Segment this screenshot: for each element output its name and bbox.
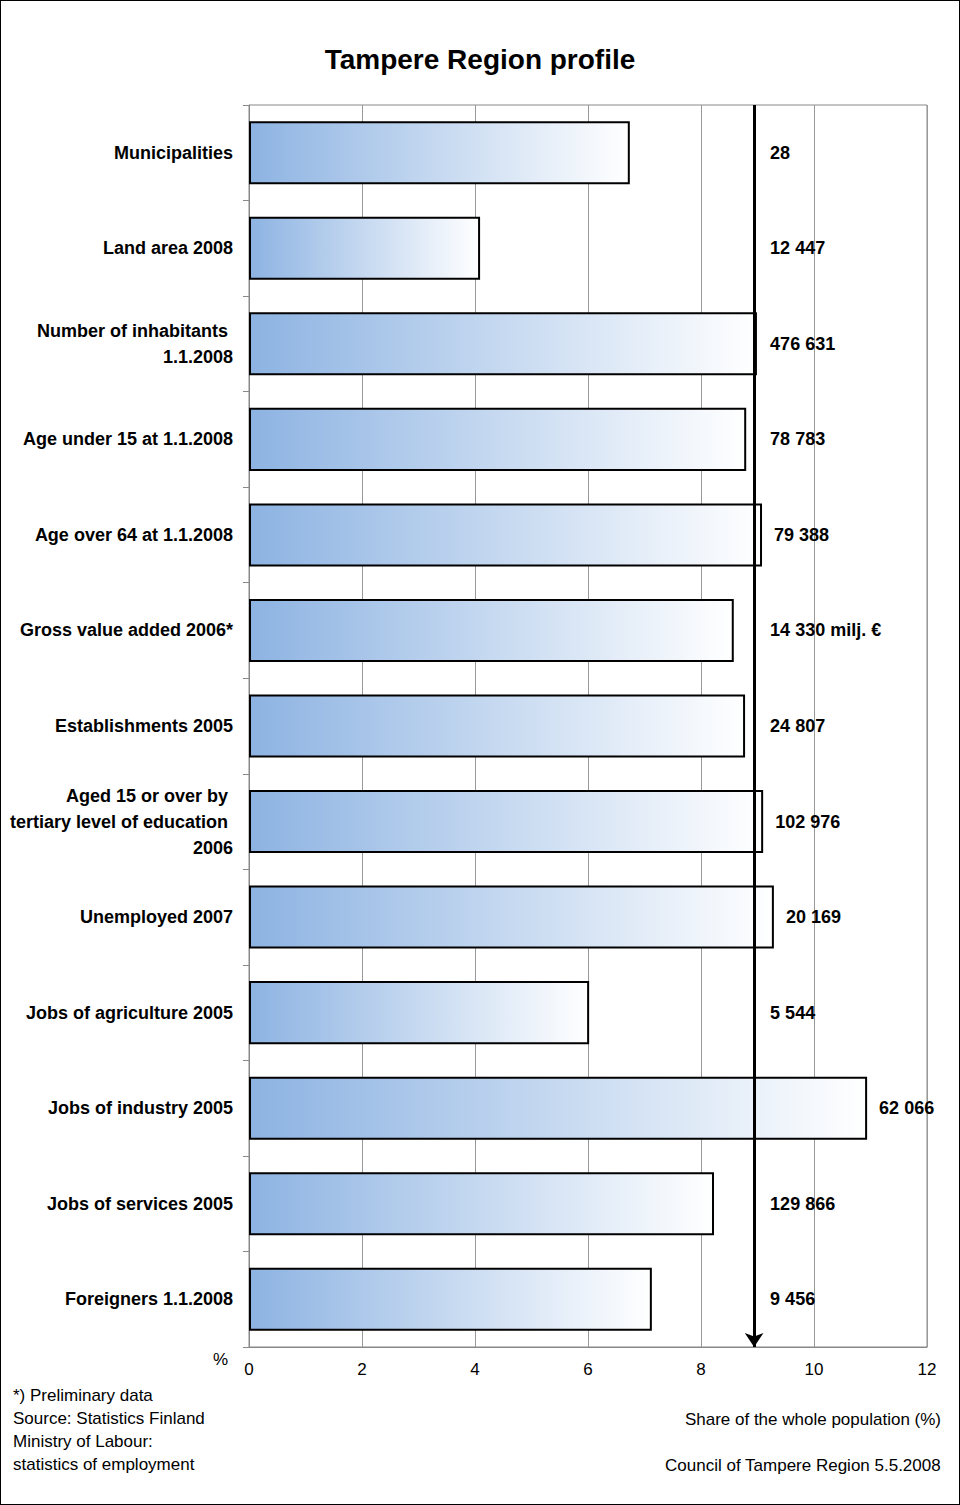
svg-text:476 631: 476 631	[770, 334, 835, 354]
svg-text:78 783: 78 783	[770, 429, 825, 449]
svg-text:Council of Tampere Region 5.5.: Council of Tampere Region 5.5.2008	[665, 1456, 941, 1475]
svg-text:Foreigners 1.1.2008: Foreigners 1.1.2008	[65, 1289, 233, 1309]
svg-text:statistics of employment: statistics of employment	[13, 1455, 195, 1474]
svg-text:62 066: 62 066	[879, 1098, 934, 1118]
svg-text:6: 6	[583, 1360, 592, 1379]
svg-text:%: %	[213, 1350, 228, 1369]
svg-text:Share of the whole population: Share of the whole population (%)	[685, 1410, 941, 1429]
svg-text:*) Preliminary data: *) Preliminary data	[13, 1386, 153, 1405]
svg-text:Ministry of Labour:: Ministry of Labour:	[13, 1432, 153, 1451]
svg-text:Jobs of services 2005: Jobs of services 2005	[47, 1194, 233, 1214]
svg-text:2: 2	[357, 1360, 366, 1379]
svg-text:12 447: 12 447	[770, 238, 825, 258]
svg-text:Establishments 2005: Establishments 2005	[55, 716, 233, 736]
svg-text:5 544: 5 544	[770, 1003, 815, 1023]
svg-text:Aged 15 or over by: Aged 15 or over by	[66, 786, 233, 806]
svg-text:0: 0	[244, 1360, 253, 1379]
svg-text:8: 8	[696, 1360, 705, 1379]
svg-text:Land area 2008: Land area 2008	[103, 238, 233, 258]
svg-text:129 866: 129 866	[770, 1194, 835, 1214]
svg-text:Age over 64 at 1.1.2008: Age over 64 at 1.1.2008	[35, 525, 233, 545]
svg-text:Gross value added 2006*: Gross value added 2006*	[20, 620, 233, 640]
svg-text:Jobs of industry 2005: Jobs of industry 2005	[48, 1098, 233, 1118]
svg-text:79 388: 79 388	[774, 525, 829, 545]
svg-text:12: 12	[918, 1360, 937, 1379]
svg-text:14 330 milj. €: 14 330 milj. €	[770, 620, 881, 640]
svg-text:24 807: 24 807	[770, 716, 825, 736]
svg-text:Jobs of agriculture 2005: Jobs of agriculture 2005	[26, 1003, 233, 1023]
svg-text:4: 4	[470, 1360, 479, 1379]
svg-text:2006: 2006	[193, 838, 233, 858]
svg-text:102 976: 102 976	[775, 812, 840, 832]
svg-text:Source: Statistics Finland: Source: Statistics Finland	[13, 1409, 205, 1428]
svg-text:28: 28	[770, 143, 790, 163]
svg-text:10: 10	[805, 1360, 824, 1379]
svg-text:Age under 15 at 1.1.2008: Age under 15 at 1.1.2008	[23, 429, 233, 449]
svg-text:20 169: 20 169	[786, 907, 841, 927]
svg-text:9 456: 9 456	[770, 1289, 815, 1309]
svg-text:Number of inhabitants: Number of inhabitants	[37, 321, 233, 341]
svg-text:Municipalities: Municipalities	[114, 143, 233, 163]
svg-text:Unemployed 2007: Unemployed 2007	[80, 907, 233, 927]
svg-text:tertiary level of education: tertiary level of education	[10, 812, 233, 832]
svg-text:1.1.2008: 1.1.2008	[163, 347, 233, 367]
svg-text:Tampere Region profile: Tampere Region profile	[325, 44, 636, 75]
